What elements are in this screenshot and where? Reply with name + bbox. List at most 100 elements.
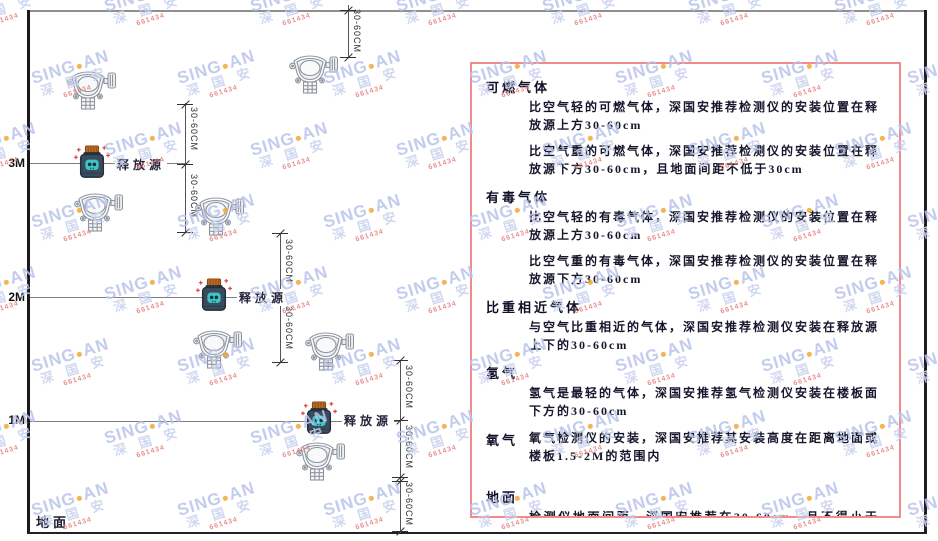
gas-detector-icon — [195, 197, 245, 236]
watermark-brand: SING●AN — [174, 478, 258, 520]
watermark-cn: 深 国 安 — [257, 0, 330, 28]
watermark-dot-icon: ● — [438, 417, 451, 434]
section-paragraph: 与空气比重相近的气体，深国安推荐检测仪安装在释放源上下的30-60cm — [529, 320, 880, 352]
gas-detector — [190, 328, 243, 370]
watermark-dot-icon: ● — [365, 201, 378, 218]
section-heading: 有毒气体 — [486, 190, 551, 205]
panel-section-2: 有毒气体 比空气轻的有毒气体，深国安推荐检测仪的安装位置在释放源上方30-60cm… — [486, 187, 887, 288]
watermark-brand: SING●AN — [904, 488, 938, 520]
watermark-brand: SING●AN — [0, 118, 39, 160]
watermark-dot-icon: ● — [0, 273, 13, 290]
release-source-icon — [301, 401, 337, 434]
gas-detector-icon — [296, 442, 346, 481]
watermark-code: 661434 — [62, 371, 93, 388]
gas-detector — [64, 69, 117, 111]
watermark-code: 661434 — [0, 443, 20, 460]
panel-section-3: 比重相近气体与空气比重相近的气体，深国安推荐检测仪安装在释放源上下的30-60c… — [486, 297, 887, 354]
watermark-cn: 深 国 安 — [330, 496, 403, 532]
watermark-brand: SING●AN — [102, 0, 184, 16]
gas-detector — [293, 440, 346, 482]
watermark-dot-icon: ● — [73, 345, 86, 362]
watermark-dot-icon: ● — [877, 0, 889, 2]
watermark-brand: SING●AN — [832, 0, 914, 16]
watermark-brand: SING●AN — [686, 0, 768, 16]
watermark-cn: 深 国 安 — [549, 0, 622, 28]
gas-detector — [286, 53, 339, 95]
section-paragraph: 比空气轻的可燃气体，深国安推荐检测仪的安装位置在释放源上方30-60cm — [529, 100, 880, 132]
watermark-cn: 深 国 安 — [330, 208, 403, 244]
watermark-dot-icon: ● — [731, 0, 743, 2]
dimension-line — [400, 360, 401, 533]
watermark-brand: SING●AN — [904, 200, 938, 232]
watermark-code: 661434 — [0, 11, 20, 28]
watermark-code: 661434 — [573, 11, 604, 28]
watermark-code: 661434 — [427, 11, 458, 28]
left-wall — [27, 10, 30, 534]
watermark-code: 661434 — [354, 83, 385, 100]
release-source-icon — [196, 278, 232, 311]
section-heading: 氢气 — [486, 366, 519, 381]
watermark-cn: 深 国 安 — [841, 0, 914, 28]
gas-detector-icon — [193, 330, 243, 369]
watermark-cn: 深 国 安 — [403, 0, 476, 28]
watermark-dot-icon: ● — [0, 129, 13, 146]
watermark-code: 661434 — [135, 443, 166, 460]
info-panel: 可燃气体比空气轻的可燃气体，深国安推荐检测仪的安装位置在释放源上方30-60cm… — [470, 62, 901, 518]
watermark-dot-icon: ● — [146, 273, 159, 290]
watermark-dot-icon: ● — [365, 489, 378, 506]
section-paragraph: 氢气是最轻的气体，深国安推荐氢气检测仪安装在楼板面下方的30-60cm — [529, 386, 880, 418]
gas-detector — [71, 191, 124, 233]
watermark-brand: SING●AN — [248, 0, 330, 16]
watermark-brand: SING●AN — [101, 406, 185, 448]
section-heading: 比重相近气体 — [486, 300, 583, 315]
watermark-cn: 深 国 安 — [0, 424, 38, 459]
gas-detector-icon — [289, 55, 339, 94]
watermark-brand: SING●AN — [904, 344, 938, 376]
section-heading: 可燃气体 — [486, 80, 551, 95]
dimension-label: 30-60CM — [352, 9, 362, 54]
dimension-line — [348, 5, 349, 57]
watermark-cn: 深 国 安 — [695, 0, 768, 28]
watermark-cn: 深 国 安 — [0, 0, 38, 27]
watermark-cn: 深 国 安 — [403, 136, 476, 172]
release-source — [195, 278, 233, 312]
watermark-dot-icon: ● — [219, 489, 232, 506]
watermark-dot-icon: ● — [73, 489, 86, 506]
watermark-code: 661434 — [135, 11, 166, 28]
gas-detector — [192, 195, 245, 237]
right-wall — [924, 10, 927, 534]
release-source-label: 释放源 — [342, 412, 395, 429]
panel-section-5: 氧气 氧气检测仪的安装，深国安推荐其安装高度在距离地面或楼板1.5-2M的范围内 — [486, 430, 887, 465]
watermark-cn: 深 国 安 — [330, 64, 403, 100]
watermark-brand: SING●AN — [28, 334, 112, 376]
release-source — [73, 145, 111, 179]
section-paragraph: 比空气重的可燃气体，深国安推荐检测仪的安装位置在释放源下方30-60cm，且地面… — [529, 144, 880, 176]
watermark-brand: SING●AN — [320, 478, 404, 520]
watermark-cn: 深 国 安 — [111, 0, 184, 28]
gas-detector-icon — [305, 332, 355, 371]
watermark-dot-icon: ● — [292, 273, 305, 290]
watermark-dot-icon: ● — [146, 129, 159, 146]
height-line-3m — [30, 163, 185, 164]
watermark-cn: 深 国 安 — [184, 64, 257, 100]
section-heading: 氧气 — [486, 433, 519, 448]
watermark-dot-icon: ● — [438, 273, 451, 290]
watermark-dot-icon: ● — [365, 345, 378, 362]
dimension-label: 30-60CM — [404, 482, 414, 527]
watermark-code: 661434 — [865, 11, 896, 28]
